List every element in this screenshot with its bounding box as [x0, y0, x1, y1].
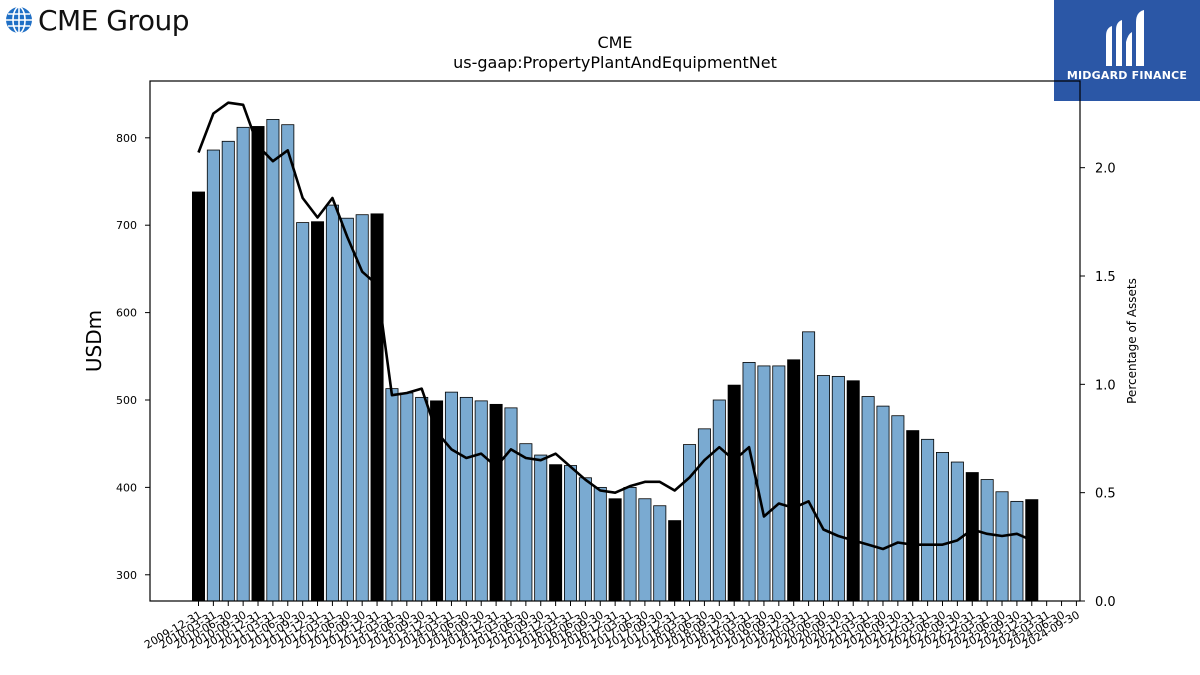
- y-tick-label-right: 0.0: [1095, 595, 1116, 610]
- y-axis-label: USDm: [82, 310, 106, 372]
- bar: [489, 403, 503, 602]
- cme-group-logo: CME Group: [4, 2, 190, 38]
- globe-icon: [6, 6, 32, 34]
- bar: [311, 221, 325, 602]
- bar: [296, 222, 310, 602]
- bar: [191, 191, 205, 602]
- bar: [206, 149, 220, 602]
- bar: [638, 498, 652, 602]
- y-tick-label: 600: [116, 307, 137, 320]
- left-axis: 300 400 500 600 700 800: [116, 132, 150, 582]
- y-tick-label: 300: [116, 569, 137, 582]
- bar: [415, 396, 429, 602]
- bar: [593, 486, 607, 602]
- bar: [831, 375, 845, 602]
- bar: [668, 520, 682, 602]
- bar: [236, 126, 250, 602]
- bar: [534, 454, 548, 602]
- brand-name: CME Group: [38, 3, 190, 37]
- bar: [474, 400, 488, 602]
- bar: [861, 396, 875, 602]
- bar: [1010, 500, 1024, 602]
- bar: [266, 119, 280, 602]
- bar: [549, 464, 563, 602]
- bar: [995, 491, 1009, 602]
- y-tick-label-right: 1.5: [1095, 270, 1116, 285]
- bar: [965, 472, 979, 602]
- y-tick-label: 700: [116, 219, 137, 232]
- y-tick-label-right: 1.0: [1095, 378, 1116, 393]
- bar: [802, 331, 816, 602]
- bar: [727, 384, 741, 602]
- y-tick-label: 400: [116, 481, 137, 494]
- bar: [608, 498, 622, 602]
- y-axis-label-right: Percentage of Assets: [1125, 278, 1139, 404]
- midgard-finance-badge: MIDGARD FINANCE: [1054, 0, 1200, 101]
- bars-layer: [191, 119, 1039, 602]
- right-axis: 0.0 0.5 1.0 1.5 2.0: [1080, 162, 1116, 610]
- bar: [712, 399, 726, 602]
- line-layer: [197, 101, 1033, 551]
- bar: [787, 359, 801, 602]
- bar: [697, 428, 711, 602]
- bar: [683, 444, 697, 602]
- y-tick-label: 500: [116, 394, 137, 407]
- bar: [281, 124, 295, 602]
- bar: [950, 461, 964, 602]
- bar: [444, 391, 458, 602]
- bar: [936, 452, 950, 602]
- bar: [370, 213, 384, 602]
- chart-subtitle: us-gaap:PropertyPlantAndEquipmentNet: [453, 53, 777, 72]
- bar: [906, 430, 920, 602]
- badge-name: MIDGARD FINANCE: [1066, 69, 1188, 82]
- bar: [653, 505, 667, 602]
- bar: [891, 415, 905, 602]
- chart-title: CME: [597, 33, 632, 52]
- bar: [459, 396, 473, 602]
- bar: [400, 392, 414, 602]
- bar: [385, 388, 399, 602]
- bar: [772, 365, 786, 602]
- bar: [921, 438, 935, 602]
- series-line: [197, 101, 1033, 551]
- bar: [876, 405, 890, 602]
- bar: [221, 140, 235, 602]
- bar: [1025, 499, 1039, 602]
- bar: [564, 465, 578, 602]
- bar: [251, 126, 265, 602]
- bar: [980, 479, 994, 602]
- y-tick-label: 800: [116, 132, 137, 145]
- bar: [325, 204, 339, 602]
- bar: [846, 380, 860, 602]
- bar: [816, 375, 830, 602]
- midgard-logo-icon: [1106, 10, 1144, 66]
- bar: [578, 477, 592, 602]
- bar: [623, 486, 637, 602]
- bar: [742, 362, 756, 602]
- bar: [504, 407, 518, 602]
- x-axis: 2009-12-312010-03-312010-06-302010-09-30…: [142, 601, 1082, 652]
- y-tick-label-right: 2.0: [1095, 162, 1116, 177]
- bar: [340, 217, 354, 602]
- bar: [757, 365, 771, 602]
- y-tick-label-right: 0.5: [1095, 487, 1116, 502]
- bar: [519, 443, 533, 602]
